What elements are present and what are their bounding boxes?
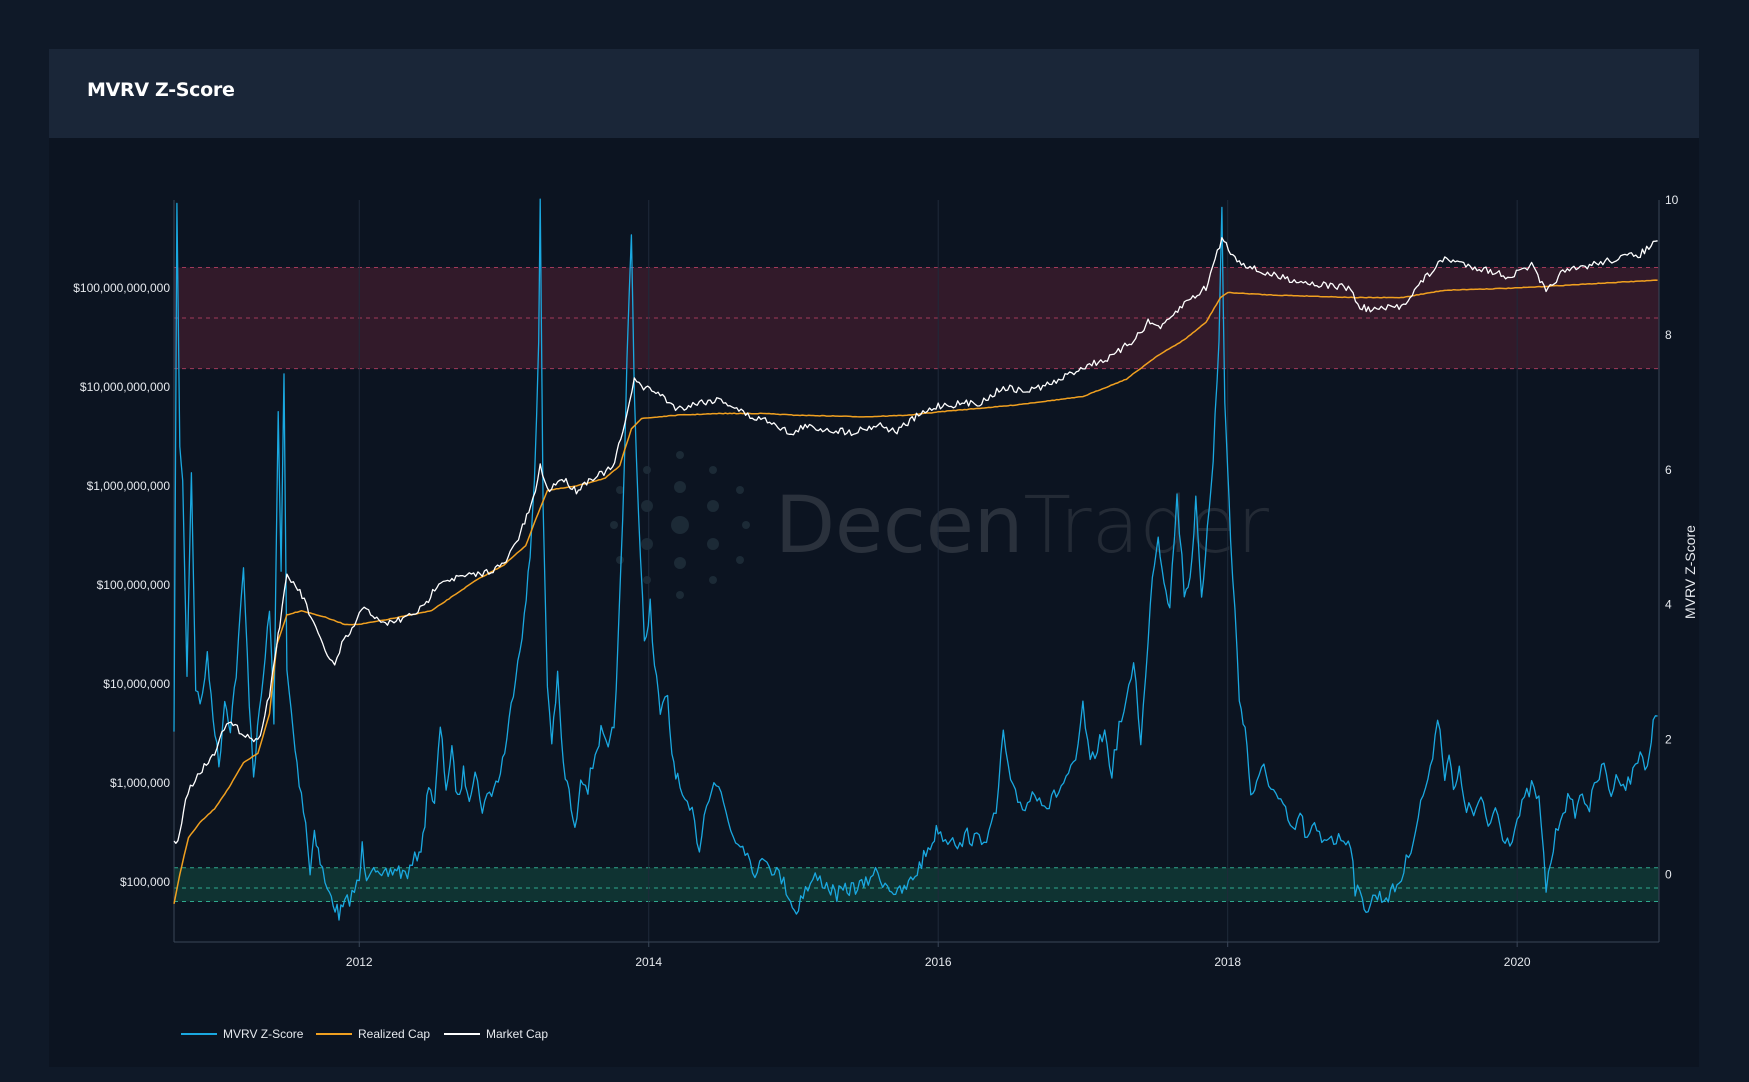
y-right-tick-label: 2 [1665,733,1672,747]
watermark-dot-9 [616,486,624,494]
y-left-tick-label: $10,000,000 [103,677,170,691]
x-tick-label: 2012 [346,955,373,969]
x-tick-label: 2020 [1504,955,1531,969]
watermark: DecenTrader [610,451,1269,599]
y-right-axis-title: MVRV Z-Score [1682,525,1698,619]
series-line-realized-cap [173,279,1658,904]
series-layer [173,198,1658,921]
y-left-tick-label: $100,000,000 [97,578,171,592]
y-left-tick-label: $10,000,000,000 [80,380,170,394]
x-tick-label: 2018 [1214,955,1241,969]
y-left-tick-label: $1,000,000,000 [87,479,171,493]
watermark-dot-8 [676,591,684,599]
watermark-dot-16 [709,576,717,584]
axes-layer: 2012 2014 2016 2018 2020 $100,000 $1,000,000 $1… [73,193,1678,969]
watermark-dot-18 [742,521,750,529]
watermark-dot-12 [736,556,744,564]
watermark-dot-11 [616,556,624,564]
grid-layer [358,200,1518,942]
y-right-tick-label: 4 [1665,598,1672,612]
watermark-dot-4 [707,500,719,512]
watermark-text-a: Decen [775,481,1023,571]
legend-label-0: MVRV Z-Score [223,1027,304,1041]
y-right-tick-label: 0 [1665,868,1672,882]
y-right-tick-label: 6 [1665,463,1672,477]
series-line-mvrv-z-score [173,198,1658,921]
x-tick-label: 2016 [925,955,952,969]
watermark-dot-17 [610,521,618,529]
watermark-dot-2 [674,557,686,569]
y-left-tick-label: $100,000,000,000 [73,281,170,295]
bottom-band [174,867,1659,902]
y-right-tick-label: 8 [1665,328,1672,342]
watermark-dot-15 [643,576,651,584]
watermark-dot-14 [709,466,717,474]
bands-layer [174,266,1659,903]
y-left-tick-label: $100,000 [120,875,170,889]
x-tick-label: 2014 [635,955,662,969]
watermark-logo-dots [610,451,750,599]
watermark-dot-0 [671,516,689,534]
watermark-dot-5 [641,538,653,550]
top-band [174,267,1659,369]
page-title: MVRV Z-Score [87,79,235,101]
legend-label-2: Market Cap [486,1027,548,1041]
watermark-dot-7 [676,451,684,459]
watermark-dot-13 [643,466,651,474]
watermark-dot-1 [674,481,686,493]
watermark-dot-10 [736,486,744,494]
y-left-tick-label: $1,000,000 [110,776,170,790]
y-right-tick-label: 10 [1665,193,1679,207]
card-header: MVRV Z-Score [49,49,1699,138]
series-line-market-cap [173,237,1658,844]
watermark-dot-3 [641,500,653,512]
legend-label-1: Realized Cap [358,1027,430,1041]
legend: MVRV Z-Score Realized Cap Market Cap [181,1027,548,1041]
watermark-dot-6 [707,538,719,550]
